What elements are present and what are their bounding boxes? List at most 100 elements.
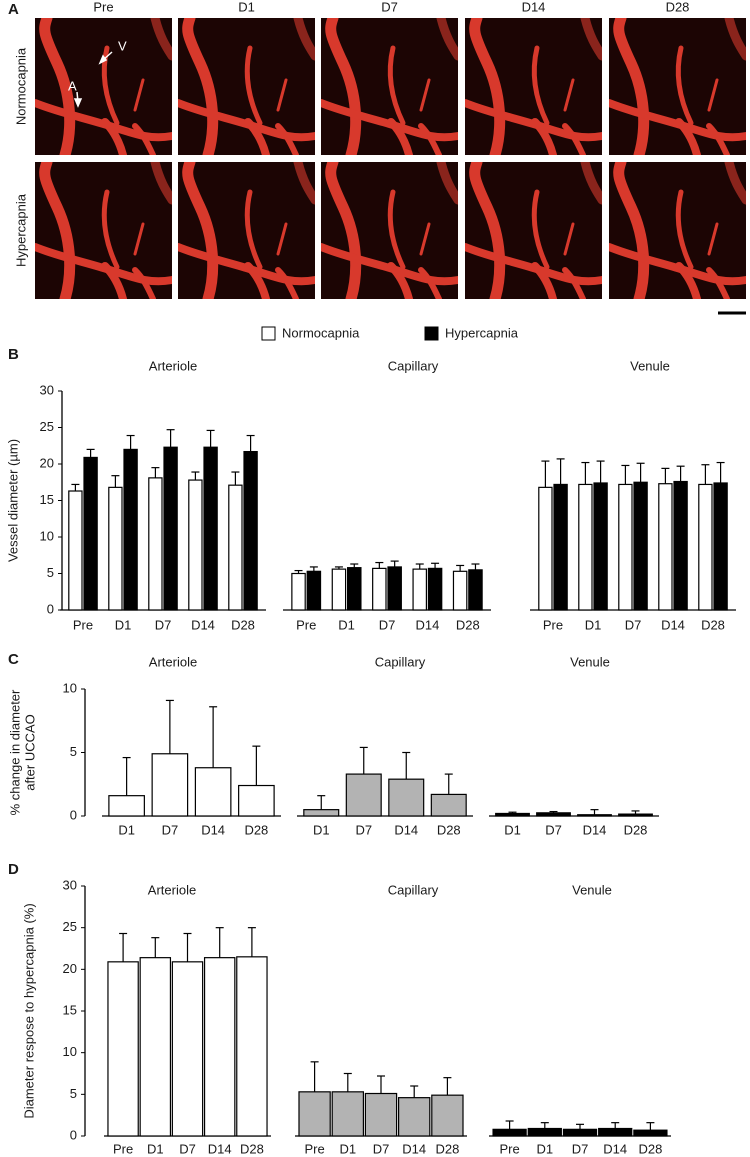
- group-title: Arteriole: [149, 654, 197, 669]
- y-tick-label: 5: [70, 1086, 77, 1101]
- y-tick-label: 20: [63, 961, 77, 976]
- column-label: D1: [238, 0, 255, 14]
- bar: [123, 448, 138, 611]
- bar: [347, 567, 362, 611]
- panel-label: C: [8, 651, 19, 668]
- bar: [139, 957, 172, 1137]
- x-tick-label: D28: [244, 822, 268, 837]
- bar: [303, 809, 340, 817]
- x-tick-label: D7: [379, 617, 396, 632]
- micrograph: [609, 162, 746, 299]
- micrograph: [321, 18, 458, 155]
- bar: [331, 1091, 365, 1137]
- micrograph: [35, 18, 172, 155]
- y-tick-label: 0: [47, 601, 54, 616]
- y-tick-label: 5: [47, 565, 54, 580]
- arrows: [73, 51, 113, 108]
- x-tick-label: Pre: [296, 617, 316, 632]
- y-axis-label: Vessel diameter (µm): [5, 439, 20, 562]
- x-tick-label: D28: [231, 617, 255, 632]
- bar: [598, 1127, 633, 1137]
- micrograph: [609, 18, 746, 155]
- y-tick-label: 30: [40, 382, 54, 397]
- bar: [633, 1129, 668, 1137]
- panel-label: B: [8, 346, 19, 363]
- column-label: D14: [522, 0, 546, 14]
- bar: [68, 490, 83, 611]
- x-tick-label: D7: [155, 617, 172, 632]
- group-title: Arteriole: [148, 882, 196, 897]
- x-tick-label: Pre: [499, 1141, 519, 1156]
- x-tick-label: D28: [437, 822, 461, 837]
- panel-label: A: [8, 1, 19, 18]
- bar: [372, 567, 387, 611]
- x-tick-label: D28: [701, 617, 725, 632]
- micrograph: [178, 18, 315, 155]
- bar: [236, 956, 268, 1137]
- x-tick-label: Pre: [304, 1141, 324, 1156]
- y-tick-label: 30: [63, 877, 77, 892]
- x-tick-label: D7: [545, 822, 562, 837]
- x-tick-label: D14: [394, 822, 418, 837]
- row-label: Hypercapnia: [13, 193, 28, 267]
- bar: [618, 813, 653, 817]
- bar: [578, 483, 593, 611]
- y-tick-label: 0: [70, 807, 77, 822]
- x-tick-label: D1: [339, 1141, 356, 1156]
- bar: [203, 446, 218, 611]
- bar: [713, 482, 728, 611]
- bar: [238, 784, 275, 817]
- bar: [388, 778, 425, 817]
- legend-label: Hypercapnia: [445, 325, 519, 340]
- bar: [495, 812, 530, 817]
- micrograph: [35, 162, 172, 299]
- bar: [331, 568, 347, 611]
- bar: [427, 567, 443, 611]
- arrow-label: A: [68, 78, 77, 93]
- bar: [345, 773, 382, 817]
- bar: [562, 1128, 598, 1137]
- y-tick-label: 10: [40, 528, 54, 543]
- bar: [593, 482, 608, 611]
- y-axis-label: % change in diameter: [7, 689, 22, 815]
- bar: [618, 483, 633, 611]
- group-title: Capillary: [388, 882, 439, 897]
- bar: [291, 572, 306, 611]
- bar: [364, 1092, 398, 1137]
- bar: [298, 1091, 331, 1137]
- bar: [430, 793, 467, 817]
- column-label: D7: [381, 0, 398, 14]
- y-axis-label: after UCCAO: [22, 714, 37, 791]
- group-title: Venule: [570, 654, 610, 669]
- x-tick-label: D7: [355, 822, 372, 837]
- legend-label: Normocapnia: [282, 325, 360, 340]
- bar: [492, 1128, 527, 1137]
- x-tick-label: D1: [115, 617, 132, 632]
- bar: [163, 446, 178, 611]
- bar: [306, 570, 322, 611]
- panel-label: D: [8, 861, 19, 878]
- y-tick-label: 10: [63, 1044, 77, 1059]
- x-tick-label: D28: [456, 617, 480, 632]
- x-tick-label: D14: [191, 617, 215, 632]
- legend-swatch: [261, 326, 276, 341]
- y-tick-label: 25: [40, 419, 54, 434]
- group-title: Arteriole: [149, 358, 197, 373]
- x-tick-label: D14: [661, 617, 685, 632]
- y-axis-label: Diameter respose to hypercapnia (%): [21, 903, 36, 1118]
- bar: [228, 484, 243, 611]
- x-tick-label: D1: [313, 822, 330, 837]
- x-tick-label: D1: [504, 822, 521, 837]
- x-tick-label: Pre: [543, 617, 563, 632]
- group-title: Capillary: [388, 358, 439, 373]
- y-tick-label: 15: [63, 1002, 77, 1017]
- bar: [553, 483, 568, 611]
- y-tick-label: 10: [63, 680, 77, 695]
- bar: [468, 569, 483, 611]
- x-tick-label: D1: [147, 1141, 164, 1156]
- bar: [387, 566, 402, 611]
- x-tick-label: D28: [638, 1141, 662, 1156]
- bar: [171, 961, 204, 1137]
- column-label: D28: [666, 0, 690, 14]
